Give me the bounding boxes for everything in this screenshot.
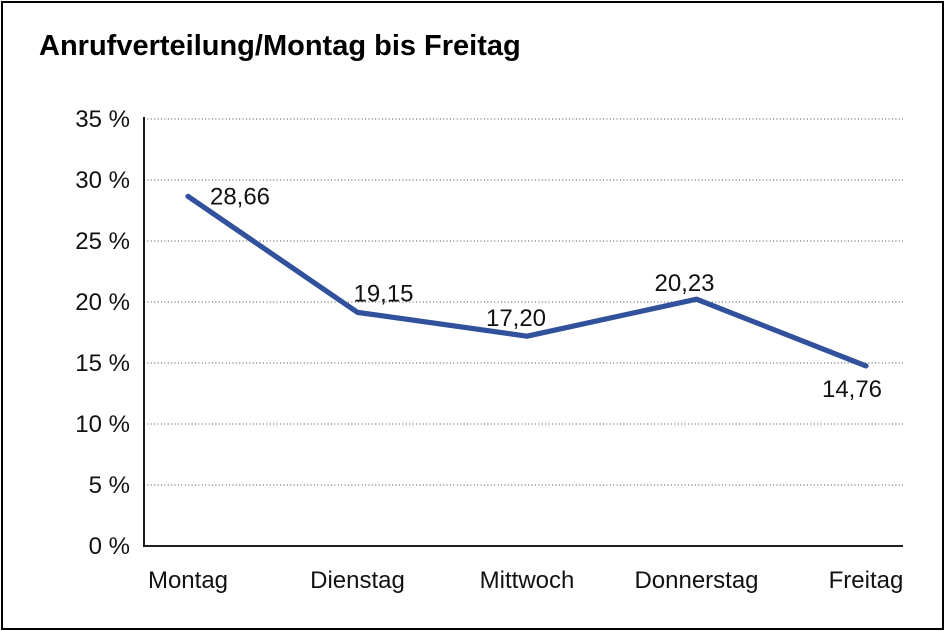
data-point-label: 14,76 bbox=[822, 376, 882, 403]
y-tick-label: 20 % bbox=[75, 289, 130, 316]
y-tick-label: 30 % bbox=[75, 167, 130, 194]
x-tick-label: Montag bbox=[148, 567, 228, 594]
data-point-label: 28,66 bbox=[210, 183, 270, 210]
y-tick-label: 0 % bbox=[89, 533, 130, 560]
data-line bbox=[185, 193, 869, 369]
chart-title: Anrufverteilung/Montag bis Freitag bbox=[39, 30, 521, 62]
y-tick-label: 15 % bbox=[75, 350, 130, 377]
x-tick-label: Donnerstag bbox=[634, 567, 758, 594]
data-point-label: 20,23 bbox=[654, 270, 714, 297]
y-tick-label: 10 % bbox=[75, 411, 130, 438]
x-tick-label: Dienstag bbox=[310, 567, 405, 594]
x-tick-label: Mittwoch bbox=[480, 567, 575, 594]
y-tick-label: 35 % bbox=[75, 106, 130, 133]
x-tick-label: Freitag bbox=[829, 567, 904, 594]
data-point-label: 17,20 bbox=[486, 305, 546, 332]
data-point-label: 19,15 bbox=[353, 280, 413, 307]
y-tick-label: 5 % bbox=[89, 472, 130, 499]
y-tick-label: 25 % bbox=[75, 228, 130, 255]
